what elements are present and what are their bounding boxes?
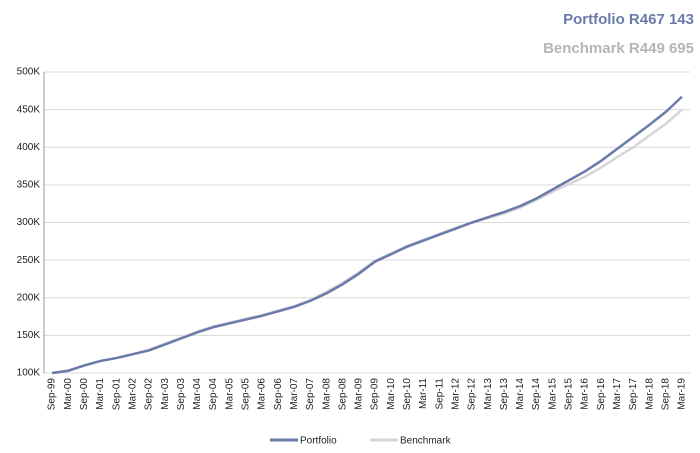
x-tick-label: Mar-08 xyxy=(321,378,332,410)
legend-label: Benchmark xyxy=(400,436,452,447)
y-tick-label: 150K xyxy=(17,330,41,341)
x-tick-label: Mar-01 xyxy=(95,378,106,410)
y-tick-label: 450K xyxy=(17,104,41,115)
x-tick-label: Sep-02 xyxy=(144,378,155,411)
series-line xyxy=(51,95,683,375)
x-tick-label: Mar-06 xyxy=(257,378,268,410)
x-tick-label: Sep-10 xyxy=(402,378,413,411)
legend-label: Portfolio xyxy=(300,436,337,447)
x-tick-label: Sep-12 xyxy=(467,378,478,411)
x-tick-label: Mar-18 xyxy=(644,378,655,410)
portfolio-annotation: Portfolio R467 143 xyxy=(563,11,694,28)
x-tick-label: Mar-19 xyxy=(677,378,688,410)
x-tick-label: Sep-11 xyxy=(434,378,445,410)
y-tick-label: 350K xyxy=(17,180,41,191)
x-tick-label: Sep-04 xyxy=(208,378,219,411)
x-tick-label: Mar-04 xyxy=(192,378,203,410)
x-tick-label: Mar-12 xyxy=(450,378,461,410)
x-tick-label: Sep-03 xyxy=(176,378,187,411)
x-tick-label: Sep-07 xyxy=(305,378,316,411)
x-tick-label: Sep-99 xyxy=(47,378,58,411)
x-tick-label: Mar-02 xyxy=(127,378,138,410)
x-tick-label: Sep-01 xyxy=(111,378,122,411)
x-tick-label: Sep-06 xyxy=(273,378,284,411)
x-tick-label: Sep-17 xyxy=(628,378,639,411)
x-tick-label: Sep-18 xyxy=(660,378,671,411)
benchmark-annotation: Benchmark R449 695 xyxy=(543,40,694,57)
x-tick-label: Sep-05 xyxy=(241,378,252,411)
x-tick-label: Mar-03 xyxy=(160,378,171,410)
x-tick-label: Sep-16 xyxy=(596,378,607,411)
x-tick-label: Mar-05 xyxy=(224,378,235,410)
x-tick-label: Mar-07 xyxy=(289,378,300,410)
x-tick-label: Sep-13 xyxy=(499,378,510,411)
x-tick-label: Sep-08 xyxy=(337,378,348,411)
y-tick-label: 250K xyxy=(17,255,41,266)
x-tick-label: Sep-15 xyxy=(564,378,575,411)
x-tick-label: Mar-11 xyxy=(418,378,429,409)
x-tick-label: Mar-13 xyxy=(483,378,494,410)
x-tick-label: Mar-10 xyxy=(386,378,397,410)
x-tick-label: Mar-16 xyxy=(580,378,591,410)
y-tick-label: 100K xyxy=(17,368,41,379)
y-tick-label: 200K xyxy=(17,292,41,303)
series-line xyxy=(51,108,683,375)
x-tick-label: Mar-09 xyxy=(354,378,365,410)
x-tick-label: Mar-00 xyxy=(63,378,74,410)
x-tick-label: Mar-14 xyxy=(515,378,526,410)
x-tick-label: Mar-15 xyxy=(547,378,558,410)
x-tick-label: Mar-17 xyxy=(612,378,623,410)
y-tick-label: 300K xyxy=(17,217,41,228)
x-tick-label: Sep-09 xyxy=(370,378,381,411)
y-tick-label: 400K xyxy=(17,142,41,153)
x-tick-label: Sep-14 xyxy=(531,378,542,411)
x-tick-label: Sep-00 xyxy=(79,378,90,411)
y-tick-label: 500K xyxy=(17,67,41,78)
